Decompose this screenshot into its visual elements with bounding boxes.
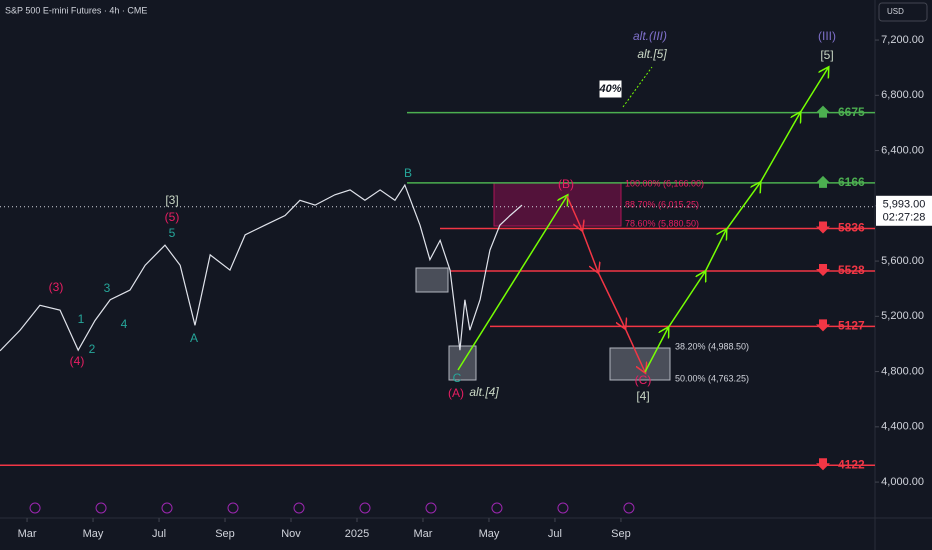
level-label: 4122 bbox=[838, 457, 865, 471]
wave-label: (B) bbox=[558, 177, 574, 191]
fib-label: 88.70% (6,015.25) bbox=[625, 199, 699, 209]
wave-label: 5 bbox=[169, 226, 176, 240]
x-tick-label: Mar bbox=[414, 528, 433, 540]
event-icon bbox=[95, 502, 107, 514]
probability-box bbox=[598, 79, 623, 99]
wave-label: [4] bbox=[636, 389, 649, 403]
level-label: 6166 bbox=[838, 175, 865, 189]
y-tick-label: 5,200.00 bbox=[881, 310, 924, 322]
currency-box bbox=[878, 2, 928, 22]
event-icon bbox=[29, 502, 41, 514]
event-icon bbox=[623, 502, 635, 514]
zone bbox=[415, 267, 449, 293]
wave-label: C bbox=[453, 371, 462, 385]
y-tick-label: 4,000.00 bbox=[881, 476, 924, 488]
x-tick-label: Mar bbox=[18, 528, 37, 540]
wave-label: (III) bbox=[818, 29, 836, 43]
x-tick-label: 2025 bbox=[345, 528, 369, 540]
wave-label: (5) bbox=[165, 210, 180, 224]
event-icon bbox=[161, 502, 173, 514]
wave-label: [3] bbox=[165, 193, 178, 207]
chart-title: S&P 500 E-mini Futures · 4h · CME bbox=[5, 5, 147, 15]
event-icon bbox=[359, 502, 371, 514]
event-icon bbox=[293, 502, 305, 514]
y-tick-label: 6,400.00 bbox=[881, 144, 924, 156]
probability: 40% bbox=[598, 83, 621, 95]
x-tick-label: Jul bbox=[152, 528, 166, 540]
wave-label: 2 bbox=[89, 342, 96, 356]
last-price: 5,993.00 bbox=[883, 199, 926, 211]
wave-label: alt.[5] bbox=[637, 47, 667, 61]
event-icon bbox=[491, 502, 503, 514]
wave-label: (C) bbox=[635, 373, 652, 387]
x-tick-label: Sep bbox=[611, 528, 631, 540]
x-tick-label: Jul bbox=[548, 528, 562, 540]
wave-label: 4 bbox=[121, 317, 128, 331]
x-tick-label: May bbox=[83, 528, 104, 540]
wave-label: alt.(III) bbox=[633, 29, 667, 43]
x-tick-label: Nov bbox=[281, 528, 301, 540]
countdown: 02:27:28 bbox=[883, 212, 926, 224]
level-arrow bbox=[816, 458, 830, 471]
event-icon bbox=[425, 502, 437, 514]
last-price-box bbox=[876, 195, 932, 226]
alt-path bbox=[622, 66, 653, 108]
level-label: 5836 bbox=[838, 221, 865, 235]
level-label: 6675 bbox=[838, 105, 865, 119]
wave-label: (A) bbox=[448, 386, 464, 400]
projection-path bbox=[566, 195, 645, 372]
event-icon bbox=[557, 502, 569, 514]
projection-path bbox=[457, 196, 567, 371]
x-tick-label: May bbox=[479, 528, 500, 540]
y-tick-label: 7,200.00 bbox=[881, 34, 924, 46]
wave-label: A bbox=[190, 331, 198, 345]
fib-label: 38.20% (4,988.50) bbox=[675, 341, 749, 351]
wave-label: 1 bbox=[78, 312, 85, 326]
fib-label: 78.60% (5,880.50) bbox=[625, 218, 699, 228]
y-tick-label: 4,400.00 bbox=[881, 421, 924, 433]
x-tick-label: Sep bbox=[215, 528, 235, 540]
projection-path bbox=[644, 68, 828, 373]
wave-label: (3) bbox=[49, 280, 64, 294]
event-icons bbox=[29, 502, 635, 514]
wave-label: (4) bbox=[70, 354, 85, 368]
wave-label: [5] bbox=[820, 48, 833, 62]
currency: USD bbox=[887, 7, 904, 16]
event-icon bbox=[227, 502, 239, 514]
y-tick-label: 5,600.00 bbox=[881, 255, 924, 267]
wave-label: B bbox=[404, 166, 412, 180]
price-line bbox=[0, 183, 523, 352]
wave-label: 3 bbox=[104, 281, 111, 295]
fib-label: 100.00% (6,166.00) bbox=[625, 178, 704, 188]
level-label: 5528 bbox=[838, 263, 865, 277]
wave-label: alt.[4] bbox=[469, 385, 499, 399]
level-label: 5127 bbox=[838, 319, 865, 333]
y-tick-label: 4,800.00 bbox=[881, 365, 924, 377]
fib-label: 50.00% (4,763.25) bbox=[675, 373, 749, 383]
y-tick-label: 6,800.00 bbox=[881, 89, 924, 101]
